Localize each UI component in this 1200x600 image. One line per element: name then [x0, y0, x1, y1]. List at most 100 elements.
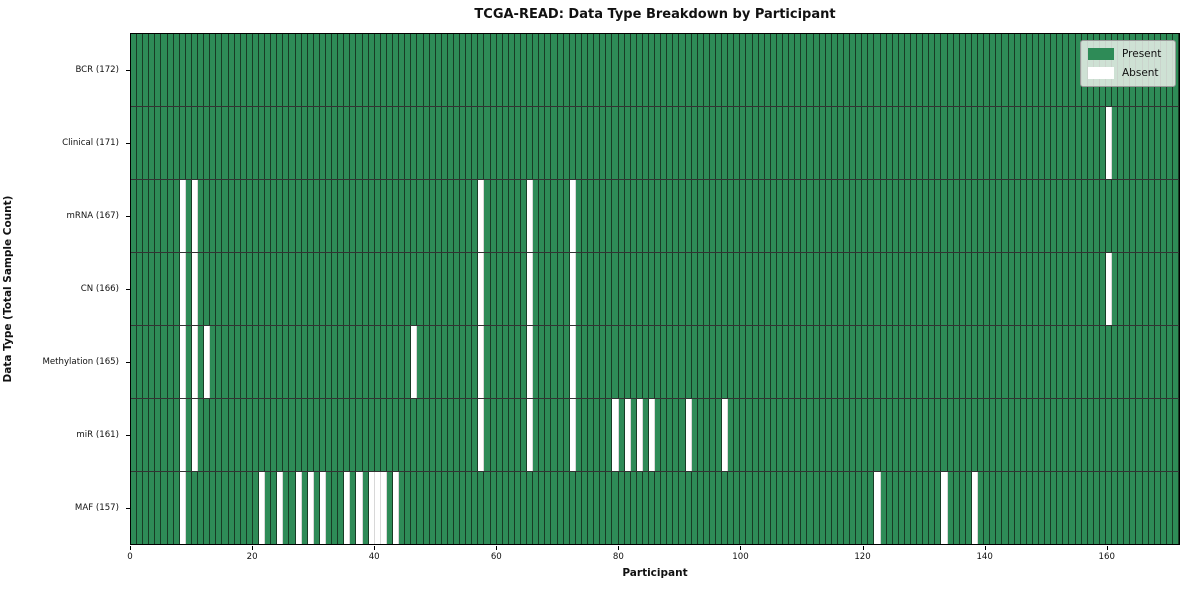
heatmap-cell	[1032, 472, 1039, 544]
heatmap-cell	[722, 399, 729, 471]
heatmap-cell	[1173, 180, 1180, 252]
ytick-label-Methylation: Methylation (165)	[42, 357, 119, 368]
heatmap-cell	[173, 399, 180, 471]
heatmap-cell	[143, 107, 150, 179]
heatmap-cell	[722, 107, 729, 179]
heatmap-cell	[1148, 399, 1155, 471]
heatmap-cell	[929, 326, 936, 398]
heatmap-cell	[1051, 34, 1058, 106]
heatmap-cell	[1014, 180, 1021, 252]
heatmap-cell	[1099, 180, 1106, 252]
heatmap-cell	[880, 326, 887, 398]
heatmap-cell	[734, 180, 741, 252]
heatmap-cell	[453, 399, 461, 471]
xtick-label-160: 160	[1098, 552, 1115, 562]
heatmap-cell	[131, 326, 138, 398]
heatmap-cell	[624, 399, 631, 471]
heatmap-cell	[319, 107, 326, 179]
heatmap-cell	[216, 253, 223, 325]
heatmap-cell	[417, 107, 424, 179]
heatmap-cell	[265, 107, 272, 179]
heatmap-cell	[655, 399, 662, 471]
heatmap-cell	[143, 34, 150, 106]
heatmap-cell	[155, 472, 162, 544]
heatmap-cell	[1026, 472, 1033, 544]
heatmap-cell	[636, 107, 643, 179]
heatmap-cell	[1166, 253, 1174, 325]
heatmap-cell	[685, 180, 692, 252]
heatmap-cell	[557, 34, 564, 106]
heatmap-cell	[606, 34, 613, 106]
heatmap-cell	[947, 253, 954, 325]
heatmap-cell	[667, 253, 674, 325]
heatmap-cell	[252, 107, 259, 179]
heatmap-cell	[521, 472, 528, 544]
heatmap-cell	[703, 472, 710, 544]
heatmap-cell	[843, 399, 851, 471]
heatmap-cell	[1081, 107, 1088, 179]
heatmap-cell	[831, 326, 838, 398]
heatmap-cell	[831, 399, 838, 471]
heatmap-cell	[143, 253, 150, 325]
heatmap-cell	[813, 326, 820, 398]
heatmap-cell	[429, 34, 436, 106]
heatmap-cell	[984, 253, 991, 325]
heatmap-cell	[551, 107, 558, 179]
heatmap-cell	[789, 34, 796, 106]
legend: Present Absent	[1080, 40, 1176, 87]
heatmap-cell	[636, 253, 643, 325]
heatmap-cell	[533, 180, 540, 252]
heatmap-cell	[648, 107, 656, 179]
heatmap-cell	[959, 34, 966, 106]
heatmap-cell	[941, 107, 948, 179]
heatmap-cell	[527, 180, 534, 252]
heatmap-cell	[630, 472, 637, 544]
heatmap-cell	[307, 326, 314, 398]
heatmap-cell	[557, 180, 564, 252]
heatmap-cell	[161, 326, 168, 398]
heatmap-cell	[1032, 326, 1039, 398]
heatmap-cell	[386, 34, 394, 106]
heatmap-cell	[929, 180, 936, 252]
heatmap-cell	[898, 326, 905, 398]
heatmap-cell	[1032, 399, 1039, 471]
heatmap-cell	[368, 472, 375, 544]
heatmap-cell	[722, 326, 729, 398]
heatmap-cell	[399, 34, 406, 106]
heatmap-cell	[301, 107, 308, 179]
heatmap-cell	[295, 180, 302, 252]
heatmap-cell	[350, 180, 357, 252]
heatmap-cell	[1020, 253, 1027, 325]
heatmap-cell	[734, 326, 741, 398]
heatmap-cell	[277, 472, 284, 544]
heatmap-cell	[935, 472, 942, 544]
heatmap-cell	[728, 472, 735, 544]
heatmap-cell	[405, 34, 412, 106]
heatmap-cell	[386, 326, 394, 398]
heatmap-cell	[429, 326, 436, 398]
heatmap-cell	[911, 34, 918, 106]
heatmap-cell	[307, 472, 314, 544]
heatmap-cell	[837, 472, 844, 544]
heatmap-cell	[618, 472, 625, 544]
heatmap-cell	[618, 107, 625, 179]
heatmap-cell	[1136, 399, 1143, 471]
heatmap-cell	[904, 399, 911, 471]
heatmap-cell	[533, 253, 540, 325]
heatmap-cell	[271, 107, 278, 179]
heatmap-cell	[185, 34, 192, 106]
heatmap-cell	[685, 326, 692, 398]
heatmap-cell	[697, 399, 704, 471]
heatmap-cell	[527, 253, 534, 325]
heatmap-cell	[642, 180, 649, 252]
heatmap-cell	[246, 326, 253, 398]
heatmap-cell	[460, 34, 467, 106]
heatmap-cell	[131, 399, 138, 471]
heatmap-cell	[996, 34, 1003, 106]
heatmap-cell	[319, 34, 326, 106]
heatmap-cell	[1038, 253, 1046, 325]
heatmap-cell	[831, 472, 838, 544]
heatmap-cell	[1154, 399, 1161, 471]
heatmap-cell	[350, 253, 357, 325]
heatmap-cell	[1057, 472, 1064, 544]
